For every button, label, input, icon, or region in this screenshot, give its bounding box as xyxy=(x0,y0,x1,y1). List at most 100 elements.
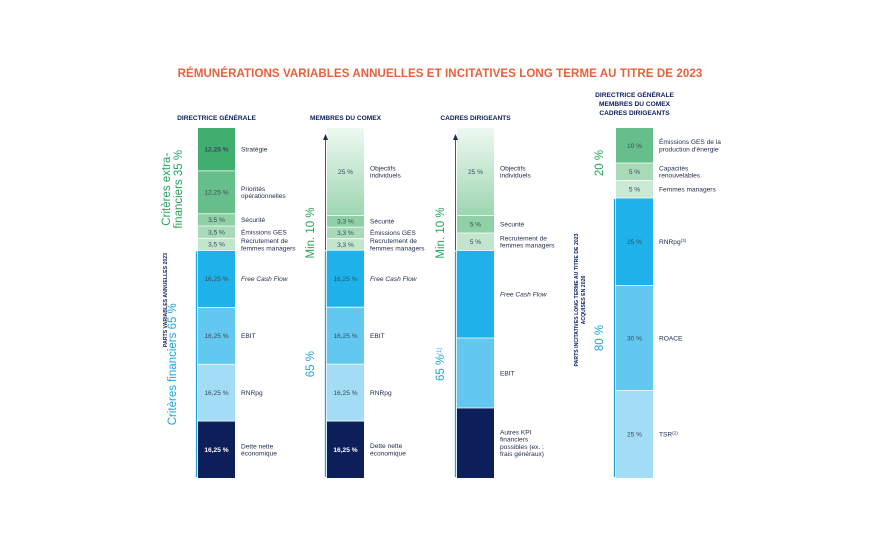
group-label: 20 % xyxy=(594,150,606,176)
column-header: MEMBRES DU COMEX xyxy=(310,115,382,122)
group-label: Min. 10 % xyxy=(305,207,317,258)
bar-segment xyxy=(616,163,653,181)
value-label: 3,3 % xyxy=(337,219,354,226)
chart-4: DIRECTRICE GÉNÉRALE MEMBRES DU COMEX CADRE… xyxy=(594,90,721,478)
chart-2: MEMBRES DU COMEX 25 % Objectifs individuels… xyxy=(305,115,425,478)
bar-segment xyxy=(198,421,235,478)
segment-name: RNRpg xyxy=(370,390,392,397)
bar-segment xyxy=(327,128,364,216)
value-label: 3,5 % xyxy=(208,229,225,236)
bar-segment xyxy=(616,285,653,391)
value-label: 12,25 % xyxy=(204,147,228,154)
bar-segment xyxy=(457,128,494,216)
value-label: 5 % xyxy=(470,239,481,246)
bar-segment xyxy=(616,128,653,163)
segment-name: Émissions GES xyxy=(370,228,416,237)
bar-segment xyxy=(616,198,653,286)
segment-name: Autres KPI financiers possibles (ex. : frai… xyxy=(500,430,544,459)
segment-name: Recrutement de femmes managers xyxy=(241,238,296,252)
bar-segment xyxy=(457,250,494,338)
segment-name: Priorités opérationnelles xyxy=(241,186,286,200)
segment-name: Émissions GES de la production d'énergie xyxy=(659,137,721,153)
value-label: 3,5 % xyxy=(208,242,225,249)
segment-name: Objectifs individuels xyxy=(500,165,531,179)
column-header: CADRES DIRIGEANTS xyxy=(440,115,511,122)
right-axis-label: PARTS INCITATIVES LONG TERME AU TITRE DE… xyxy=(574,233,580,366)
value-label: 16,25 % xyxy=(333,447,357,454)
value-label: 16,25 % xyxy=(204,390,228,397)
value-label: 5 % xyxy=(470,222,481,229)
segment-name: Recrutement de femmes managers xyxy=(500,235,555,249)
segment-name: Sécurité xyxy=(241,217,266,224)
arrow-head-icon xyxy=(323,134,328,140)
value-label: 16,25 % xyxy=(333,390,357,397)
value-label: 16,25 % xyxy=(204,333,228,340)
segment-name: Capacités renouvelables xyxy=(659,165,701,179)
segment-name: Recrutement de femmes managers xyxy=(370,238,425,252)
value-label: 3,3 % xyxy=(337,230,354,237)
value-label: 16,25 % xyxy=(333,333,357,340)
column-header: MEMBRES DU COMEX xyxy=(599,101,671,108)
segment-name: ROACE xyxy=(659,335,683,342)
right-axis-sublabel: ACQUISES EN 2026 xyxy=(581,276,587,325)
segment-name: Free Cash Flow xyxy=(241,276,289,283)
segment-name: Sécurité xyxy=(500,222,525,229)
value-label: 25 % xyxy=(627,432,642,439)
bar-segment xyxy=(457,233,494,251)
bar-segment xyxy=(327,215,364,228)
value-label: 16,25 % xyxy=(333,276,357,283)
value-label: 16,25 % xyxy=(204,276,228,283)
value-label: 16,25 % xyxy=(204,447,228,454)
segment-name: Femmes managers xyxy=(659,187,717,194)
bar-segment xyxy=(616,180,653,198)
segment-name: EBIT xyxy=(241,333,256,340)
group-label: 65 %(1) xyxy=(435,347,447,381)
bar-segment xyxy=(457,338,494,408)
bar-segment xyxy=(327,364,364,422)
value-label: 25 % xyxy=(338,169,353,176)
group-label: Critères financiers 65 % xyxy=(167,303,179,425)
group-label: Min. 10 % xyxy=(435,207,447,258)
segment-name: EBIT xyxy=(370,333,385,340)
value-label: 10 % xyxy=(627,143,642,150)
bar-segment xyxy=(198,128,235,171)
segment-name: Free Cash Flow xyxy=(370,276,418,283)
segment-name: Free Cash Flow xyxy=(500,292,548,299)
bar-segment xyxy=(198,238,235,251)
value-label: 25 % xyxy=(468,169,483,176)
bar-segment xyxy=(327,307,364,365)
segment-name: Sécurité xyxy=(370,219,395,226)
value-label: 3,5 % xyxy=(208,217,225,224)
value-label: 30 % xyxy=(627,335,642,342)
column-header: DIRECTRICE GÉNÉRALE xyxy=(595,90,674,99)
bar-segment xyxy=(198,250,235,308)
column-header: DIRECTRICE GÉNÉRALE xyxy=(177,113,256,122)
bar-segment xyxy=(198,170,235,214)
group-label: 80 % xyxy=(594,325,606,351)
chart-3: CADRES DIRIGEANTS 25 % Objectifs individuel… xyxy=(435,115,555,478)
segment-name: Dette nette économique xyxy=(241,443,277,457)
value-label: 5 % xyxy=(629,187,640,194)
segment-name: Dette nette économique xyxy=(370,443,406,457)
bar-segment xyxy=(327,238,364,251)
bar-segment xyxy=(198,364,235,422)
bar-segment xyxy=(198,213,235,226)
chart-title: RÉMUNÉRATIONS VARIABLES ANNUELLES ET INC… xyxy=(177,68,703,80)
bar-segment xyxy=(616,390,653,478)
bar-segment xyxy=(327,227,364,239)
chart-1: DIRECTRICE GÉNÉRALE 12,25 % Stratégie 12,25… xyxy=(161,113,296,478)
bar-segment xyxy=(327,250,364,308)
segment-name: RNRpg(3) xyxy=(659,238,687,247)
segment-name: RNRpg xyxy=(241,390,263,397)
bar-segment xyxy=(198,226,235,239)
segment-name: TSR(2) xyxy=(659,430,678,439)
arrow-head-icon xyxy=(453,134,458,140)
segment-name: Stratégie xyxy=(241,147,268,154)
group-label: Critères extra-financiers 35 % xyxy=(161,150,185,229)
segment-name: Objectifs individuels xyxy=(370,165,401,179)
value-label: 5 % xyxy=(629,169,640,176)
segment-name: EBIT xyxy=(500,370,515,377)
bar-segment xyxy=(327,421,364,478)
group-label: 65 % xyxy=(305,351,317,377)
